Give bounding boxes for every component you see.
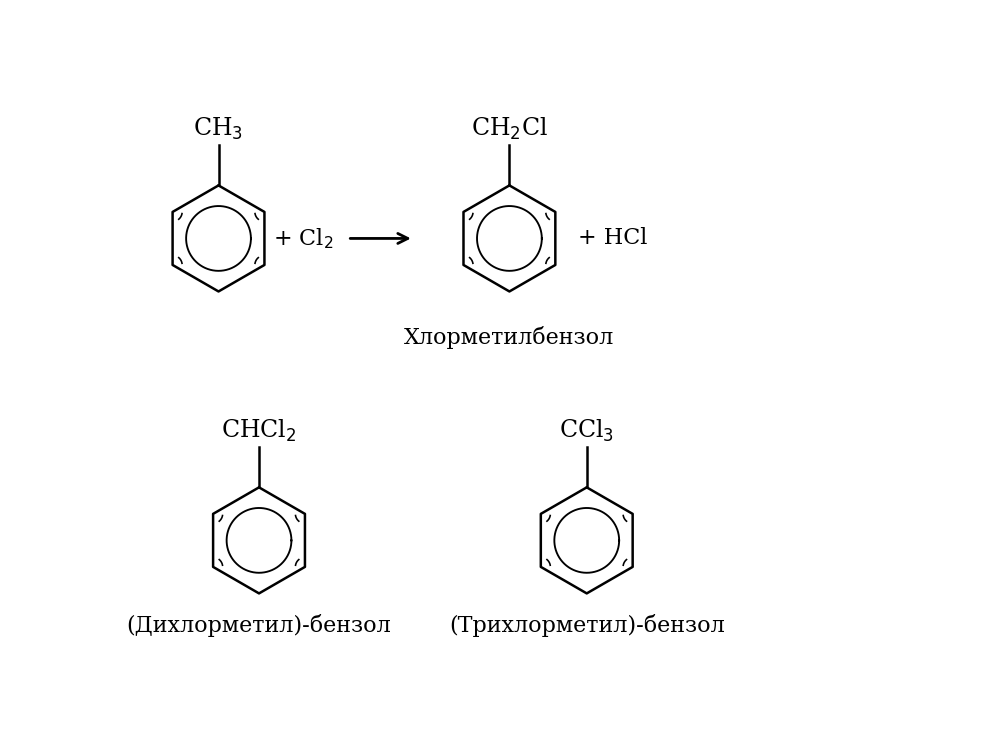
- Text: CH$_3$: CH$_3$: [193, 116, 244, 142]
- Text: Хлорметилбензол: Хлорметилбензол: [405, 326, 615, 349]
- Text: (Дихлорметил)-бензол: (Дихлорметил)-бензол: [127, 614, 392, 637]
- Text: + Cl$_2$: + Cl$_2$: [273, 226, 333, 251]
- Text: CHCl$_2$: CHCl$_2$: [221, 418, 297, 444]
- Text: (Трихлорметил)-бензол: (Трихлорметил)-бензол: [449, 614, 725, 637]
- Text: + HCl: + HCl: [577, 228, 647, 249]
- Text: CH$_2$Cl: CH$_2$Cl: [471, 116, 548, 142]
- Text: CCl$_3$: CCl$_3$: [559, 418, 615, 444]
